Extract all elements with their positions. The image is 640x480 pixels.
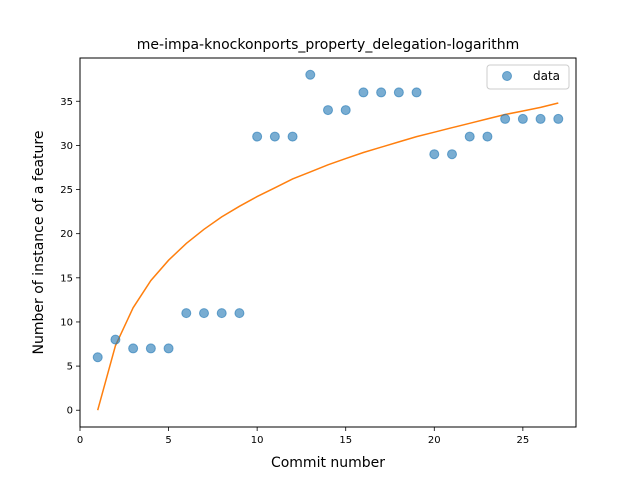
data-point xyxy=(447,149,457,160)
legend-label-data: data xyxy=(533,69,560,83)
plot-frame xyxy=(79,57,577,428)
y-tick-label: 15 xyxy=(60,273,73,284)
legend-marker-data xyxy=(502,71,512,81)
fit-line xyxy=(96,102,559,411)
data-point xyxy=(128,343,139,354)
data-point xyxy=(500,113,511,124)
plot-area xyxy=(92,69,564,411)
data-point xyxy=(393,87,404,98)
data-point xyxy=(269,131,280,142)
legend: data xyxy=(486,64,570,90)
data-point xyxy=(517,113,528,124)
y-axis: 0 5 10 15 20 25 30 35 xyxy=(60,97,80,417)
data-point xyxy=(323,105,333,116)
data-point xyxy=(429,149,440,160)
y-tick-label: 10 xyxy=(60,317,73,328)
x-tick-label: 25 xyxy=(516,435,529,446)
x-tick-label: 0 xyxy=(77,435,83,446)
data-point xyxy=(163,343,174,354)
data-point xyxy=(482,131,493,142)
data-point xyxy=(216,308,227,319)
data-point xyxy=(411,87,422,98)
data-point xyxy=(553,113,564,124)
data-point xyxy=(340,105,351,116)
x-axis: 0 5 10 15 20 25 xyxy=(77,427,529,446)
chart-title: me-impa-knockonports_property_delegation… xyxy=(137,37,519,53)
x-tick-label: 10 xyxy=(251,435,264,446)
y-tick-label: 0 xyxy=(67,406,73,417)
y-tick-label: 5 xyxy=(67,362,73,373)
y-tick-label: 30 xyxy=(60,141,73,152)
data-point xyxy=(199,308,209,319)
data-point xyxy=(92,352,103,363)
x-tick-label: 5 xyxy=(165,435,171,446)
data-point xyxy=(464,131,475,142)
x-axis-title: Commit number xyxy=(271,455,385,471)
y-axis-title: Number of instance of a feature xyxy=(31,131,47,355)
x-tick-label: 20 xyxy=(428,435,441,446)
data-point xyxy=(305,69,316,80)
data-point xyxy=(252,131,263,142)
data-point xyxy=(287,131,298,142)
data-point xyxy=(181,308,192,319)
x-tick-label: 15 xyxy=(339,435,352,446)
data-point xyxy=(234,308,245,319)
y-tick-label: 25 xyxy=(60,185,73,196)
legend-box xyxy=(486,64,570,90)
y-tick-label: 35 xyxy=(60,97,73,108)
data-point xyxy=(535,113,546,124)
data-point xyxy=(145,343,156,354)
data-point xyxy=(358,87,369,98)
data-point xyxy=(110,334,121,345)
data-point xyxy=(376,87,387,98)
y-tick-label: 20 xyxy=(60,229,73,240)
